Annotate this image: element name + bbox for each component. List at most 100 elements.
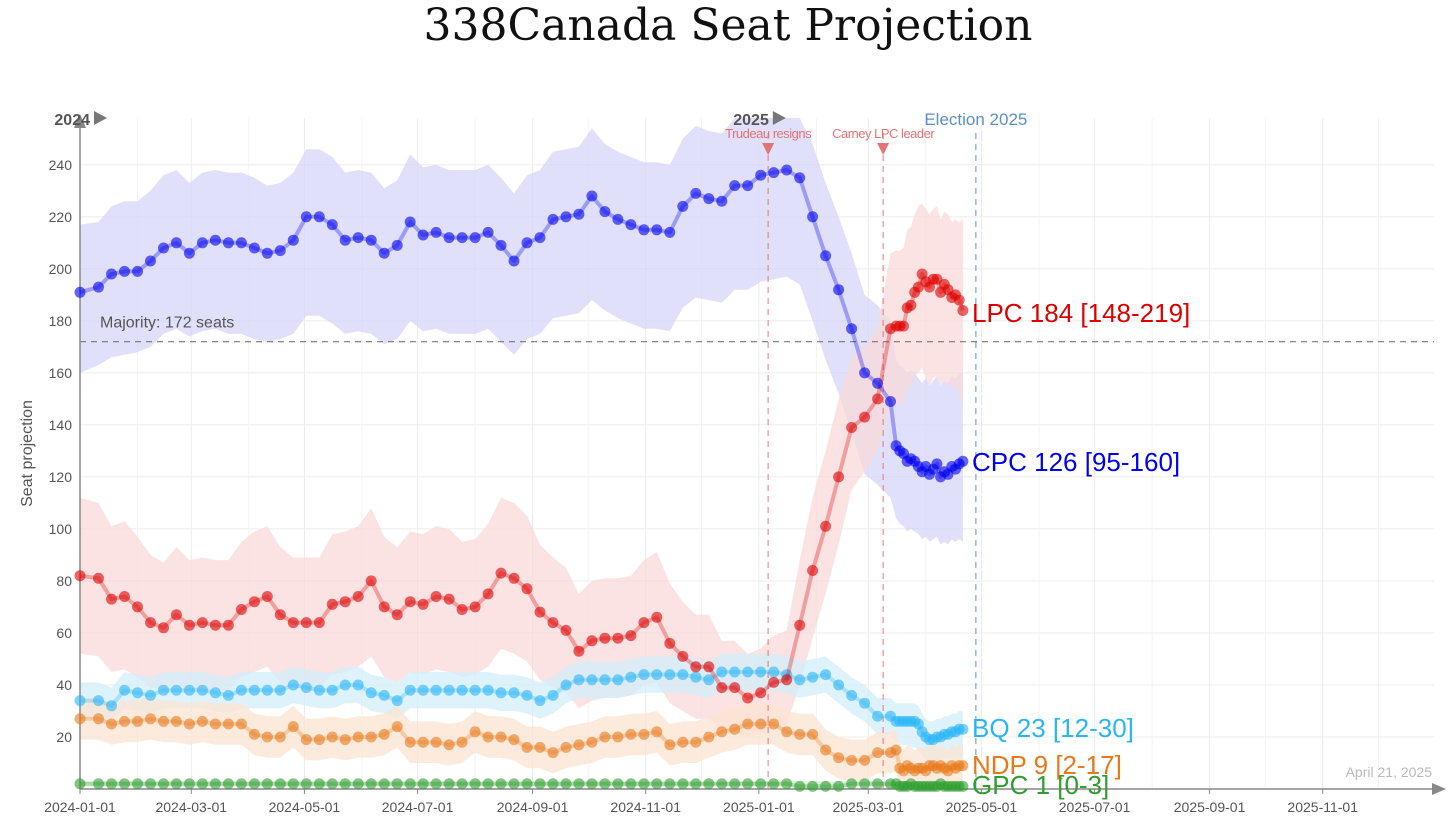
point-gpc (521, 778, 533, 790)
point-lpc (833, 471, 845, 483)
point-gpc (599, 778, 611, 790)
y-tick-label: 160 (49, 365, 73, 381)
point-bq (404, 684, 416, 696)
point-cpc (352, 232, 364, 244)
point-cpc (560, 211, 572, 223)
band-lpc (80, 203, 963, 738)
point-lpc (716, 682, 728, 694)
point-cpc (222, 237, 234, 249)
point-lpc (781, 674, 793, 686)
point-lpc (106, 593, 117, 605)
point-lpc (222, 619, 234, 631)
point-ndp (547, 747, 559, 759)
point-cpc (209, 234, 221, 246)
point-ndp (417, 736, 429, 748)
point-gpc (93, 778, 104, 790)
point-gpc (664, 778, 676, 790)
point-cpc (931, 458, 943, 470)
point-lpc (547, 617, 559, 629)
point-cpc (521, 237, 533, 249)
point-cpc (729, 180, 741, 192)
point-ndp (677, 736, 689, 748)
point-lpc (690, 661, 702, 673)
point-bq (235, 684, 247, 696)
point-bq (664, 669, 676, 681)
point-gpc (339, 778, 351, 790)
point-lpc (261, 591, 273, 602)
point-bq (456, 684, 468, 696)
end-label-lpc: LPC 184 [148-219] (972, 298, 1190, 328)
point-ndp (365, 731, 377, 743)
point-gpc (365, 778, 377, 790)
point-bq (378, 689, 390, 701)
point-lpc (495, 567, 507, 579)
point-lpc (953, 294, 965, 306)
end-label-bq: BQ 23 [12-30] (972, 713, 1134, 743)
point-ndp (456, 736, 468, 748)
point-gpc (651, 778, 663, 790)
point-lpc (905, 299, 917, 311)
point-ndp (820, 744, 832, 756)
point-cpc (158, 242, 169, 254)
point-ndp (664, 739, 676, 751)
point-cpc (820, 250, 832, 262)
point-lpc (352, 591, 364, 602)
point-bq (625, 671, 637, 683)
y-tick-label: 80 (56, 573, 72, 589)
point-ndp (158, 715, 169, 727)
point-ndp (183, 718, 195, 730)
point-gpc (209, 778, 221, 790)
point-cpc (430, 226, 442, 238)
point-cpc (404, 216, 416, 228)
point-ndp (287, 721, 299, 733)
point-ndp (74, 713, 86, 725)
x-tick-label: 2024-05-01 (269, 799, 341, 815)
point-bq (872, 710, 884, 722)
point-gpc (482, 778, 494, 790)
y-axis-arrow (74, 114, 86, 128)
point-cpc (625, 219, 637, 231)
event-label: Trudeau resigns (725, 126, 812, 141)
point-gpc (859, 778, 871, 790)
point-gpc (287, 778, 299, 790)
point-cpc (235, 237, 247, 249)
point-bq (74, 695, 86, 707)
point-lpc (248, 596, 260, 608)
point-gpc (106, 778, 117, 790)
point-cpc (846, 323, 858, 335)
point-gpc (235, 778, 247, 790)
y-tick-label: 120 (49, 469, 73, 485)
point-cpc (313, 211, 325, 223)
point-ndp (378, 728, 390, 740)
point-cpc (547, 213, 559, 225)
end-label-cpc: CPC 126 [95-160] (972, 447, 1180, 477)
point-gpc (443, 778, 455, 790)
point-ndp (222, 718, 234, 730)
point-bq (586, 674, 598, 686)
point-cpc (703, 193, 715, 205)
point-gpc (768, 778, 780, 790)
point-bq (612, 674, 624, 686)
majority-label: Majority: 172 seats (100, 315, 234, 332)
point-ndp (119, 715, 130, 727)
point-cpc (833, 284, 845, 296)
point-cpc (755, 169, 767, 181)
point-cpc (716, 195, 728, 207)
x-tick-label: 2025-01-01 (723, 799, 795, 815)
point-cpc (677, 200, 689, 212)
point-bq (755, 666, 767, 678)
point-gpc (391, 778, 403, 790)
point-bq (534, 695, 546, 707)
x-tick-label: 2024-11-01 (610, 799, 681, 815)
point-ndp (625, 728, 637, 740)
point-ndp (846, 754, 858, 766)
point-lpc (508, 572, 520, 584)
point-lpc (573, 645, 585, 657)
point-lpc (235, 604, 247, 615)
point-cpc (957, 455, 969, 467)
point-cpc (261, 247, 273, 259)
point-cpc (807, 211, 819, 223)
point-gpc (729, 778, 741, 790)
point-lpc (132, 601, 143, 613)
point-ndp (145, 713, 156, 725)
